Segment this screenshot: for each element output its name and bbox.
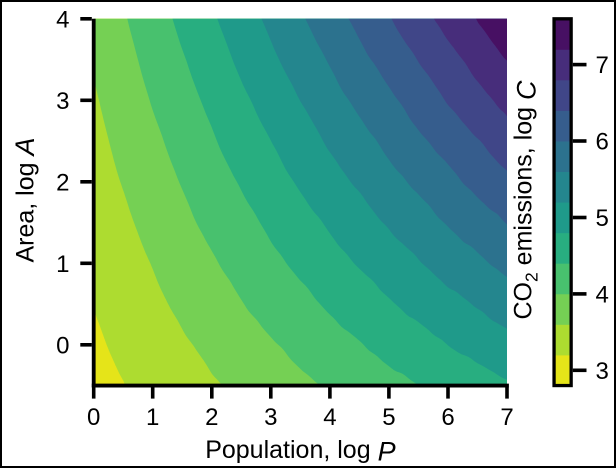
svg-text:1: 1 <box>56 251 69 278</box>
svg-text:Area, log A: Area, log A <box>10 137 40 262</box>
svg-text:4: 4 <box>56 6 69 33</box>
svg-text:2: 2 <box>56 169 69 196</box>
svg-text:0: 0 <box>56 332 69 359</box>
svg-text:7: 7 <box>500 404 513 431</box>
svg-text:4: 4 <box>596 281 609 308</box>
svg-text:2: 2 <box>205 404 218 431</box>
svg-text:6: 6 <box>441 404 454 431</box>
svg-text:3: 3 <box>596 358 609 385</box>
svg-text:5: 5 <box>382 404 395 431</box>
svg-text:7: 7 <box>596 52 609 79</box>
svg-text:0: 0 <box>87 404 100 431</box>
svg-text:1: 1 <box>146 404 159 431</box>
svg-text:5: 5 <box>596 205 609 232</box>
svg-text:Population, log P: Population, log P <box>205 436 395 467</box>
svg-text:CO2 emissions, log C: CO2 emissions, log C <box>510 80 542 320</box>
svg-text:3: 3 <box>264 404 277 431</box>
svg-text:6: 6 <box>596 129 609 156</box>
svg-text:4: 4 <box>323 404 336 431</box>
svg-text:3: 3 <box>56 88 69 115</box>
